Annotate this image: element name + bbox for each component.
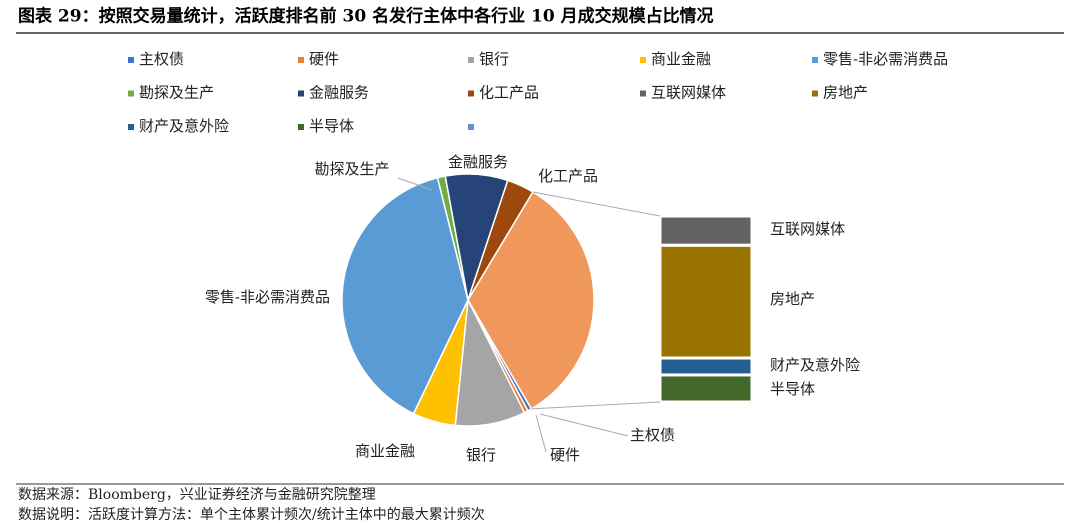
legend-label: 金融服务 — [309, 84, 369, 102]
source: 数据来源：Bloomberg，兴业证券经济与金融研究院整理 — [18, 487, 376, 503]
legend-swatch — [640, 57, 646, 63]
slice-label: 房地产 — [770, 290, 815, 308]
legend-swatch — [298, 90, 304, 97]
slice-label: 银行 — [466, 446, 496, 464]
leader-line — [535, 414, 547, 453]
legend-label: 硬件 — [309, 50, 339, 68]
slice-label: 主权债 — [630, 426, 675, 444]
legend-label: 勘探及生产 — [139, 84, 214, 102]
pie-slice — [467, 190, 595, 410]
legend-swatch — [298, 124, 304, 130]
legend-label: 化工产品 — [479, 84, 539, 102]
leader-line — [397, 177, 433, 191]
legend-swatch — [640, 90, 646, 97]
legend-label: 主权债 — [139, 50, 184, 68]
legend-swatch — [468, 57, 474, 63]
slice-label: 零售-非必需消费品 — [205, 288, 330, 306]
connector — [532, 191, 661, 217]
legend-label: 财产及意外险 — [139, 117, 229, 135]
legend-swatch — [128, 124, 134, 130]
slice-label: 互联网媒体 — [770, 220, 845, 238]
leader-line — [539, 413, 629, 437]
legend-swatch — [298, 57, 304, 63]
connector — [531, 401, 661, 410]
legend-swatch — [812, 90, 818, 97]
legend-label: 银行 — [479, 50, 509, 68]
bar-segment — [658, 356, 754, 377]
legend-label: 互联网媒体 — [651, 84, 726, 102]
legend-label: 商业金融 — [651, 50, 711, 68]
pie-slice — [341, 176, 469, 415]
bar-segment — [658, 243, 754, 360]
slice-label: 硬件 — [550, 446, 580, 464]
bar-segment — [658, 214, 754, 247]
note: 数据说明：活跃度计算方法：单个主体累计频次/统计主体中的最大累计频次 — [18, 507, 485, 523]
legend-swatch — [468, 124, 474, 130]
legend-swatch — [468, 90, 474, 97]
chart-title: 图表 29：按照交易量统计，活跃度排名前 30 名发行主体中各行业 10 月成交… — [18, 6, 714, 27]
bar-segment — [658, 373, 754, 404]
legend-swatch — [128, 57, 134, 63]
slice-label: 财产及意外险 — [770, 356, 860, 374]
legend-swatch — [128, 90, 134, 97]
legend-label: 半导体 — [309, 117, 354, 135]
slice-label: 金融服务 — [448, 153, 508, 171]
legend-label: 零售-非必需消费品 — [823, 50, 948, 68]
legend-label: 房地产 — [823, 84, 868, 102]
slice-label: 勘探及生产 — [314, 160, 389, 178]
legend-swatch — [812, 57, 818, 63]
slice-label: 半导体 — [770, 380, 815, 398]
slice-label: 化工产品 — [538, 167, 598, 185]
slice-label: 商业金融 — [355, 442, 415, 460]
